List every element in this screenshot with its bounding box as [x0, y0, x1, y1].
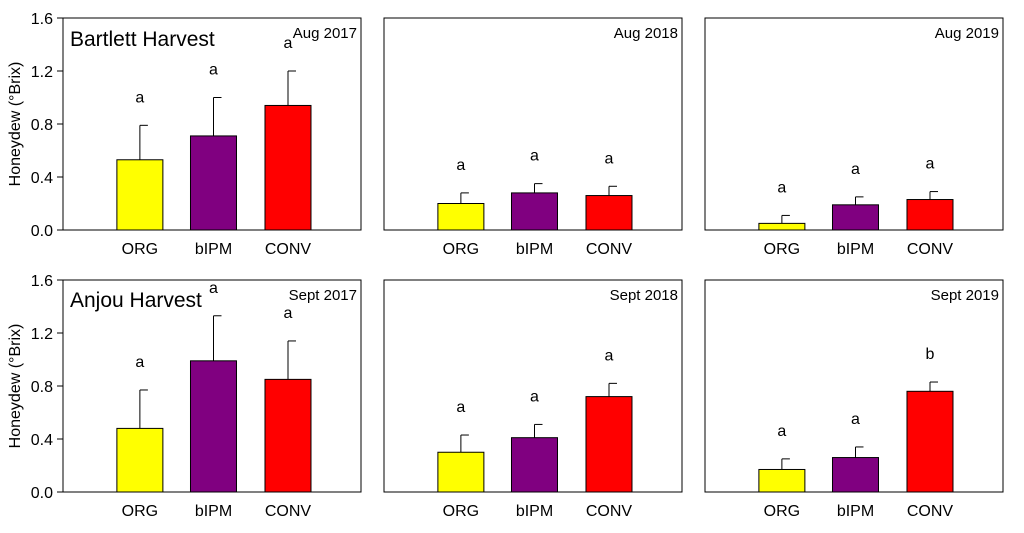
panel-title: Sept 2017 — [289, 287, 357, 304]
category-label: ORG — [764, 241, 800, 258]
category-label: ORG — [443, 503, 479, 520]
significance-letter: a — [851, 411, 860, 428]
bar-conv — [906, 199, 954, 231]
bar-bipm — [831, 457, 879, 493]
significance-letter: a — [135, 89, 144, 106]
significance-letter: b — [926, 346, 935, 363]
bar-conv — [264, 378, 312, 493]
category-label: ORG — [122, 241, 158, 258]
significance-letter: a — [284, 35, 293, 52]
significance-letter: a — [605, 347, 614, 364]
bar-bipm — [510, 437, 558, 493]
significance-letter: a — [926, 156, 935, 173]
significance-letter: a — [135, 354, 144, 371]
y-tick-label: 0.0 — [31, 223, 53, 240]
category-label: CONV — [907, 241, 954, 258]
chart-panel-3: Aug 2019 a ORG a bIPM a CONV — [704, 17, 1004, 258]
significance-letter: a — [530, 148, 539, 165]
bar-org — [758, 468, 806, 493]
category-label: ORG — [122, 503, 158, 520]
significance-letter: a — [284, 305, 293, 322]
category-label: bIPM — [837, 241, 874, 258]
bar-org — [437, 203, 485, 231]
bar-conv — [906, 390, 954, 493]
category-label: CONV — [586, 241, 633, 258]
panel-title: Aug 2019 — [935, 25, 999, 42]
y-tick-label: 1.6 — [31, 11, 53, 28]
y-axis-label-top: Honeydew (°Brix) — [7, 62, 24, 187]
chart-panel-6: Sept 2019 a ORG a bIPM b CONV — [704, 279, 1004, 520]
y-tick-label: 0.8 — [31, 117, 53, 134]
bar-conv — [264, 104, 312, 231]
significance-letter: a — [456, 399, 465, 416]
bar-conv — [585, 396, 633, 493]
significance-letter: a — [851, 161, 860, 178]
bar-bipm — [831, 204, 879, 231]
significance-letter: a — [777, 179, 786, 196]
significance-letter: a — [605, 150, 614, 167]
y-tick-label: 0.4 — [31, 432, 53, 449]
significance-letter: a — [530, 388, 539, 405]
panel-title: Aug 2018 — [614, 25, 678, 42]
plot-frame — [704, 17, 1004, 231]
bar-conv — [585, 195, 633, 231]
category-label: bIPM — [195, 503, 232, 520]
category-label: ORG — [764, 503, 800, 520]
bar-bipm — [189, 135, 237, 231]
category-label: CONV — [265, 503, 312, 520]
significance-letter: a — [209, 62, 218, 79]
category-label: bIPM — [516, 503, 553, 520]
y-axis-label-bottom: Honeydew (°Brix) — [7, 324, 24, 449]
panel-title: Sept 2019 — [931, 287, 999, 304]
chart-panel-5: Sept 2018 a ORG a bIPM a CONV — [383, 279, 683, 520]
bar-org — [437, 451, 485, 493]
category-label: CONV — [586, 503, 633, 520]
y-tick-label: 0.0 — [31, 485, 53, 502]
bar-org — [116, 427, 164, 493]
category-label: CONV — [265, 241, 312, 258]
y-tick-label: 1.2 — [31, 326, 53, 343]
bar-bipm — [510, 192, 558, 231]
panel-title: Aug 2017 — [293, 25, 357, 42]
bar-org — [758, 222, 806, 231]
row-title-anjou: Anjou Harvest — [70, 289, 202, 312]
category-label: bIPM — [516, 241, 553, 258]
significance-letter: a — [209, 280, 218, 297]
category-label: bIPM — [837, 503, 874, 520]
bar-org — [116, 159, 164, 231]
category-label: CONV — [907, 503, 954, 520]
panel-title: Sept 2018 — [610, 287, 678, 304]
y-tick-label: 1.6 — [31, 273, 53, 290]
significance-letter: a — [456, 157, 465, 174]
chart-panel-2: Aug 2018 a ORG a bIPM a CONV — [383, 17, 683, 258]
y-tick-label: 0.8 — [31, 379, 53, 396]
significance-letter: a — [777, 423, 786, 440]
y-tick-label: 1.2 — [31, 64, 53, 81]
y-tick-label: 0.4 — [31, 170, 53, 187]
category-label: ORG — [443, 241, 479, 258]
category-label: bIPM — [195, 241, 232, 258]
row-title-bartlett: Bartlett Harvest — [70, 28, 215, 51]
bar-bipm — [189, 360, 237, 493]
